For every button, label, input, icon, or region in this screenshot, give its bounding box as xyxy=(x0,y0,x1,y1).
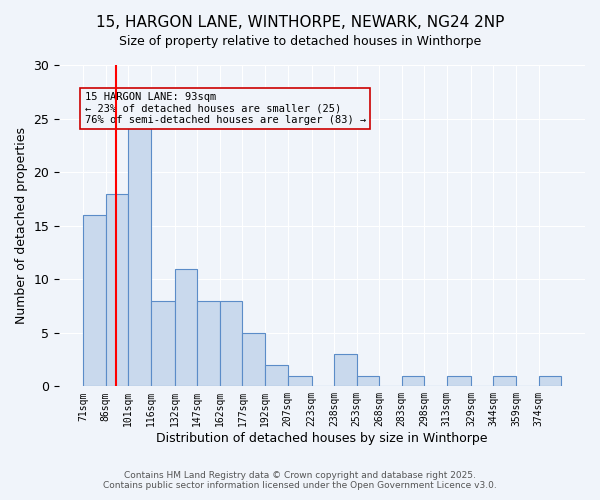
Bar xyxy=(356,376,379,386)
Bar xyxy=(106,194,128,386)
Bar xyxy=(447,376,471,386)
Bar xyxy=(493,376,516,386)
Bar xyxy=(402,376,424,386)
Bar xyxy=(220,300,242,386)
Text: Contains HM Land Registry data © Crown copyright and database right 2025.
Contai: Contains HM Land Registry data © Crown c… xyxy=(103,470,497,490)
Bar xyxy=(539,376,561,386)
Bar xyxy=(197,300,220,386)
Bar xyxy=(83,215,106,386)
Text: 15 HARGON LANE: 93sqm
← 23% of detached houses are smaller (25)
76% of semi-deta: 15 HARGON LANE: 93sqm ← 23% of detached … xyxy=(85,92,366,125)
X-axis label: Distribution of detached houses by size in Winthorpe: Distribution of detached houses by size … xyxy=(157,432,488,445)
Bar xyxy=(151,300,175,386)
Bar xyxy=(175,268,197,386)
Bar xyxy=(287,376,311,386)
Text: 15, HARGON LANE, WINTHORPE, NEWARK, NG24 2NP: 15, HARGON LANE, WINTHORPE, NEWARK, NG24… xyxy=(96,15,504,30)
Text: Size of property relative to detached houses in Winthorpe: Size of property relative to detached ho… xyxy=(119,35,481,48)
Bar xyxy=(128,118,151,386)
Bar xyxy=(334,354,356,386)
Bar xyxy=(265,365,287,386)
Y-axis label: Number of detached properties: Number of detached properties xyxy=(15,127,28,324)
Bar xyxy=(242,333,265,386)
